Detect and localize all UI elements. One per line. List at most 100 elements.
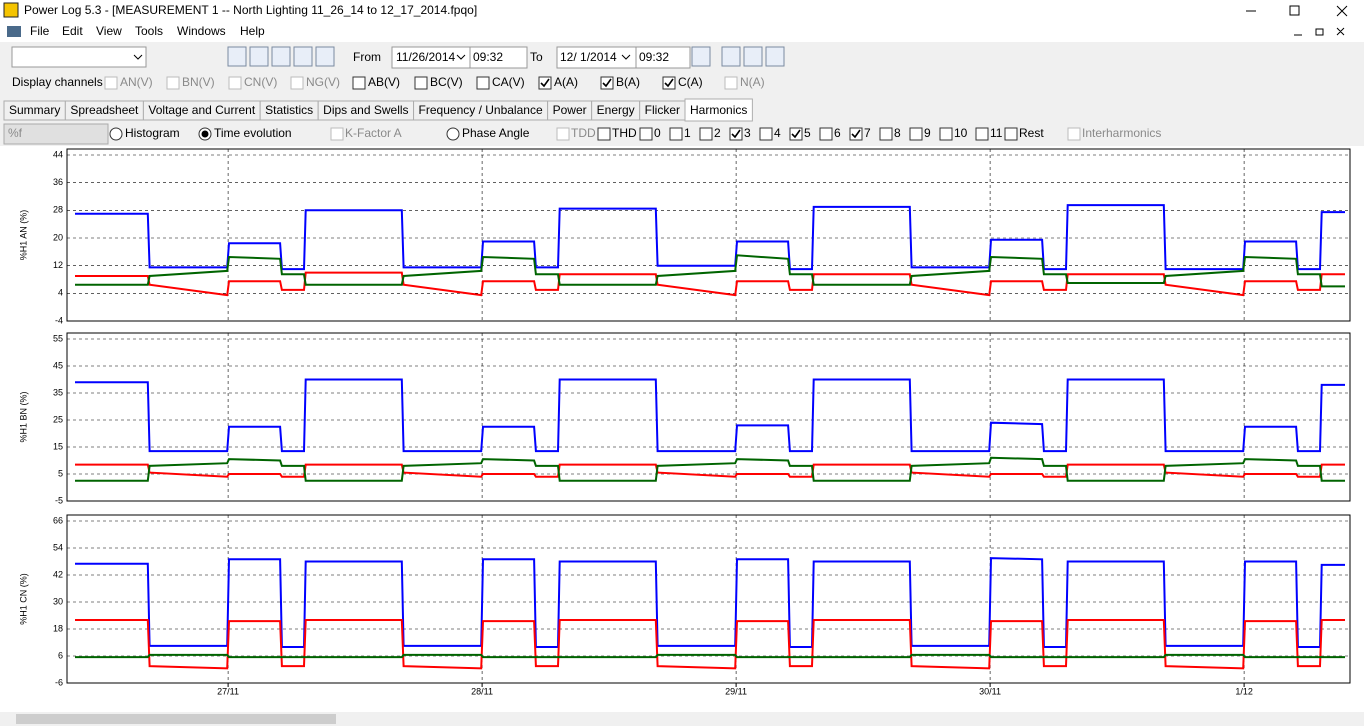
mdi-controls[interactable] [1294,27,1345,36]
channel-checkbox[interactable] [600,76,614,90]
scroll-thumb[interactable] [16,714,336,724]
toolbar-button[interactable] [743,46,763,67]
order-checkbox[interactable] [819,127,833,141]
plot-frame [66,332,1351,502]
order-checkbox[interactable] [939,127,953,141]
channel-checkbox[interactable] [476,76,490,90]
tab-label: Dips and Swells [323,103,408,117]
view-radio[interactable] [109,127,123,141]
tab-label: Spreadsheet [70,103,139,117]
to-time: 09:32 [639,50,669,64]
order-checkbox[interactable] [729,127,743,141]
y-tick-label: 55 [53,333,63,343]
toolbar-button[interactable] [721,46,741,67]
channel-checkbox[interactable] [166,76,180,90]
channel-checkbox[interactable] [538,76,552,90]
order-label: 6 [834,126,841,140]
order-checkbox[interactable] [759,127,773,141]
toolbar-button[interactable] [765,46,785,67]
order-label: 9 [924,126,931,140]
app-icon [3,2,19,18]
toolbar-button[interactable] [315,46,335,67]
dropdown-arrow [621,54,631,60]
dropdown-arrow [133,54,143,60]
channel-label: N(A) [740,75,765,89]
series-line [75,557,1345,648]
order-checkbox[interactable] [597,127,611,141]
channel-checkbox[interactable] [662,76,676,90]
tab-label: Flicker [645,103,680,117]
toolbar-button[interactable] [227,46,247,67]
check-mark [602,78,612,88]
y-tick-label: 18 [53,623,63,633]
phase-radio[interactable] [446,127,460,141]
channel-label: B(A) [616,75,640,89]
doc-icon [7,26,21,37]
order-checkbox[interactable] [909,127,923,141]
order-label: 3 [744,126,751,140]
y-tick-label: -4 [55,315,63,325]
radio-dot [201,130,209,138]
h-scrollbar[interactable] [0,712,1364,726]
tab[interactable] [684,98,753,122]
menu-item[interactable]: Windows [177,24,226,38]
kfactor-checkbox[interactable] [330,127,344,141]
to-label: To [530,50,543,64]
channel-label: A(A) [554,75,578,89]
restore-button[interactable] [1289,5,1300,16]
tab-label: Power [553,103,587,117]
order-checkbox[interactable] [1004,127,1018,141]
channel-checkbox[interactable] [104,76,118,90]
x-tick-label: 28/11 [471,686,493,696]
order-checkbox[interactable] [789,127,803,141]
close-button[interactable] [1336,5,1348,17]
from-time-box[interactable] [469,46,528,69]
order-checkbox[interactable] [879,127,893,141]
order-label: 2 [714,126,721,140]
menu-item[interactable]: Help [240,24,265,38]
channel-label: AB(V) [368,75,400,89]
order-label: 0 [654,126,661,140]
interharmonics-checkbox[interactable] [1067,127,1081,141]
order-label: 7 [864,126,871,140]
y-tick-label: 44 [53,149,63,159]
tab-label: Statistics [265,103,313,117]
channel-checkbox[interactable] [414,76,428,90]
order-checkbox[interactable] [639,127,653,141]
order-checkbox[interactable] [669,127,683,141]
channel-checkbox[interactable] [290,76,304,90]
to-time-box[interactable] [635,46,691,69]
menu-item[interactable]: Edit [62,24,83,38]
y-axis-label: %H1 BN (%) [18,391,28,442]
channel-select[interactable] [11,46,147,68]
y-tick-label: 45 [53,360,63,370]
order-checkbox[interactable] [849,127,863,141]
unit-value: %f [8,126,23,140]
tab-label: Energy [597,103,635,117]
order-checkbox[interactable] [699,127,713,141]
unit-select[interactable] [3,123,109,145]
order-label: 1 [684,126,691,140]
toolbar-button[interactable] [249,46,269,67]
y-tick-label: 30 [53,596,63,606]
menu-item[interactable]: Tools [135,24,163,38]
dropdown-arrow [456,54,466,60]
check-mark [540,78,550,88]
toolbar-button[interactable] [271,46,291,67]
order-checkbox[interactable] [975,127,989,141]
from-label: From [353,50,381,64]
y-tick-label: 6 [58,650,63,660]
toolbar-button[interactable] [691,46,711,67]
view-label: Time evolution [214,126,292,140]
y-tick-label: 36 [53,177,63,187]
channel-checkbox[interactable] [352,76,366,90]
menu-item[interactable]: View [96,24,122,38]
check-mark [731,129,741,139]
toolbar-button[interactable] [293,46,313,67]
channel-checkbox[interactable] [228,76,242,90]
menu-item[interactable]: File [30,24,50,38]
channel-checkbox[interactable] [724,76,738,90]
channel-label: C(A) [678,75,703,89]
order-checkbox[interactable] [556,127,570,141]
